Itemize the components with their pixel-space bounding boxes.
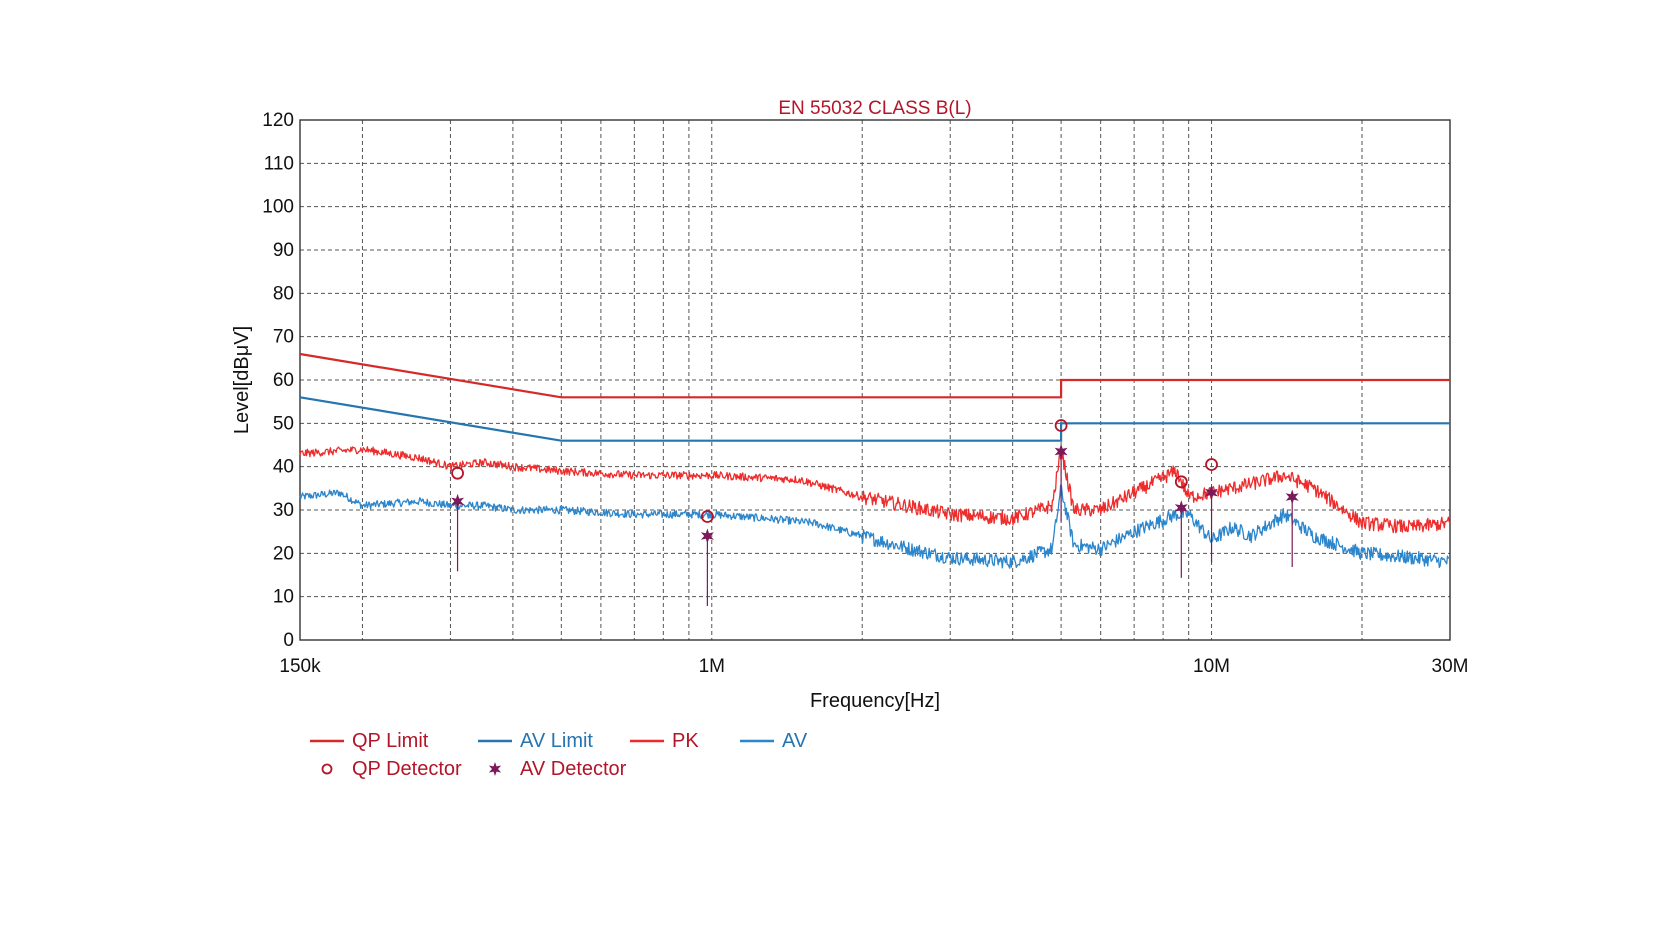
qp-detector-marker	[1054, 419, 1068, 432]
y-tick-label: 90	[273, 240, 294, 261]
legend-label: AV Detector	[520, 758, 627, 780]
y-tick-label: 70	[273, 327, 294, 348]
series-pk	[299, 446, 1451, 534]
av-detector-marker	[451, 493, 465, 509]
series-av	[299, 484, 1450, 569]
av-detector-marker	[1285, 489, 1299, 505]
series-av-limit	[299, 396, 1450, 442]
qp-detector-marker	[451, 466, 464, 480]
y-tick-label: 120	[262, 110, 294, 131]
series-qp-limit	[299, 352, 1450, 399]
legend-label: QP Limit	[352, 730, 429, 752]
y-axis-ticks: 0 10 20 30 40 50 60 70 80 90 100 110 120	[262, 110, 294, 651]
x-tick-label: 10M	[1193, 656, 1230, 677]
x-axis-label: Frequency[Hz]	[810, 690, 940, 712]
av-detector-marker	[1174, 500, 1188, 516]
av-detector-marker	[1054, 444, 1068, 459]
y-tick-label: 100	[262, 197, 294, 218]
legend-swatch-circle	[321, 763, 333, 775]
y-axis-label: Level[dBμV]	[231, 326, 253, 434]
legend-label: AV Limit	[520, 730, 593, 752]
y-tick-label: 60	[273, 370, 294, 391]
plot-grid	[300, 120, 1450, 640]
y-tick-label: 80	[273, 283, 294, 304]
legend-label: QP Detector	[352, 758, 462, 780]
series-layer	[299, 352, 1451, 569]
legend-swatch-star	[488, 762, 502, 776]
x-axis-ticks: 150k 1M 10M 30M	[279, 656, 1468, 677]
y-tick-label: 50	[273, 413, 294, 434]
legend: QP Limit AV Limit PK AV QP Detector AV Detect…	[310, 730, 808, 780]
y-tick-label: 110	[264, 153, 294, 174]
legend-label: AV	[782, 730, 808, 752]
qp-detector-marker	[1174, 475, 1188, 489]
x-tick-label: 1M	[699, 656, 725, 677]
y-tick-label: 30	[273, 500, 294, 521]
av-detector-marker	[1205, 485, 1218, 501]
y-tick-label: 10	[273, 587, 294, 608]
y-tick-label: 40	[273, 457, 294, 478]
legend-label: PK	[672, 730, 699, 752]
av-detector-marker	[700, 528, 714, 544]
qp-detector-marker	[1205, 458, 1218, 471]
x-tick-label: 150k	[279, 656, 321, 677]
qp-detector-marker	[700, 510, 714, 523]
chart-title: EN 55032 CLASS B(L)	[778, 98, 971, 119]
y-tick-label: 0	[283, 630, 294, 651]
detector-layer	[451, 419, 1299, 606]
y-tick-label: 20	[273, 543, 294, 564]
x-tick-label: 30M	[1432, 656, 1469, 677]
